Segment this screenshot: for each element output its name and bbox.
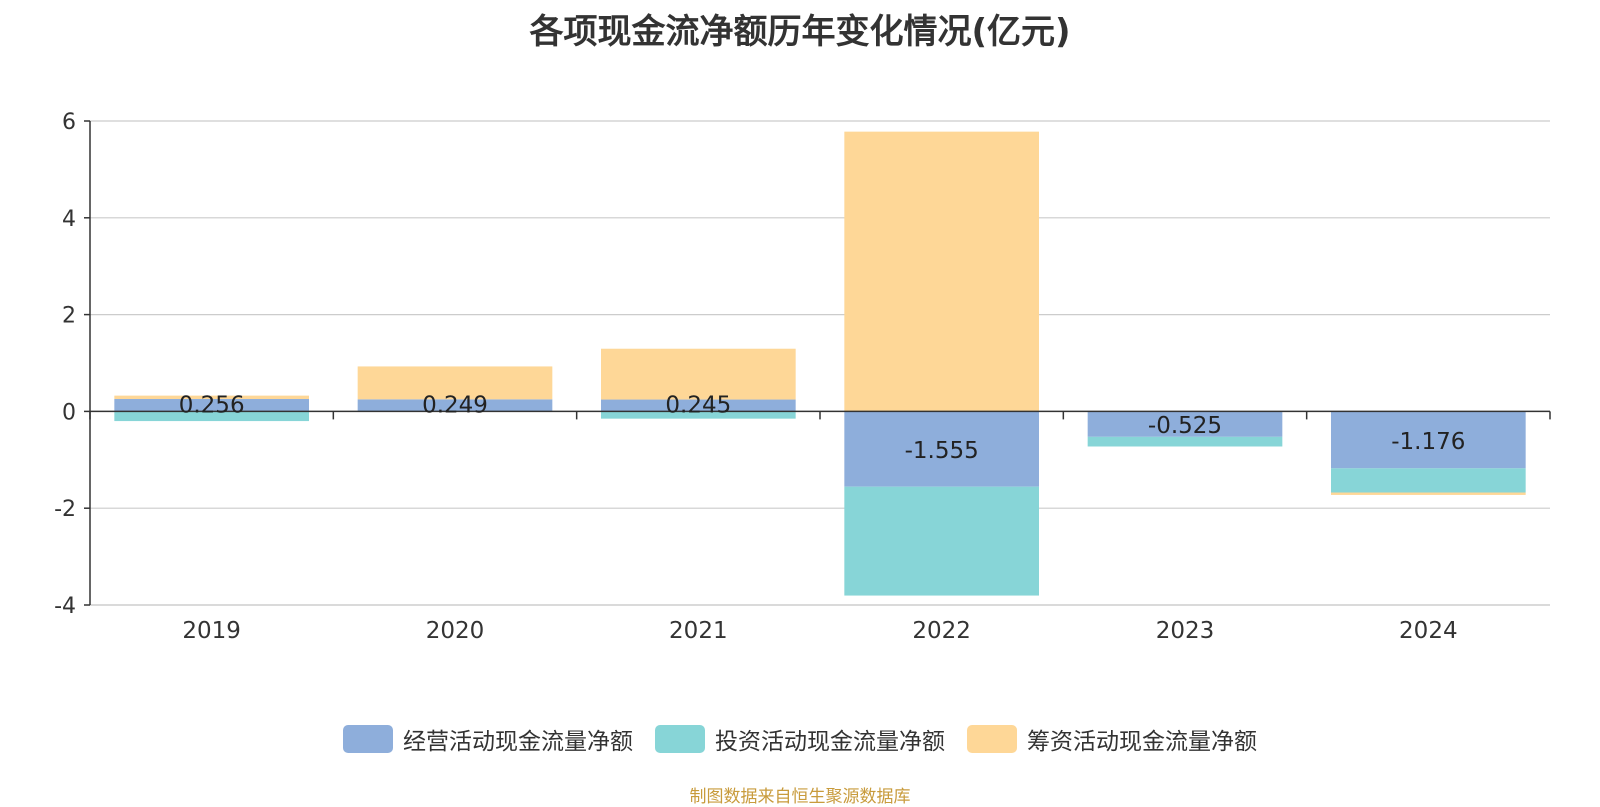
x-tick-label-2020: 2020 <box>426 618 485 644</box>
bar-2020-series-2[interactable] <box>357 366 553 400</box>
y-tick-label: 6 <box>62 110 76 135</box>
source-note: 制图数据来自恒生聚源数据库 <box>689 787 911 807</box>
data-label-2020: 0.249 <box>422 392 488 418</box>
bar-2021-series-0[interactable] <box>601 399 796 412</box>
axes: 6 4 2 0 -2 -4 2019 2020 2021 2022 2023 2024 <box>54 110 1551 644</box>
data-label-2022: -1.555 <box>905 438 979 464</box>
x-tick-label-2021: 2021 <box>669 618 728 644</box>
legend-swatch-investing <box>655 725 705 753</box>
data-label-2021: 0.245 <box>665 392 731 418</box>
legend-item-investing[interactable]: 投资活动现金流量净额 <box>655 722 945 756</box>
bar-2023-series-1[interactable] <box>1087 436 1283 447</box>
bar-2024-series-0[interactable] <box>1331 411 1526 469</box>
data-labels: 0.256 0.249 0.245 -1.555 -0.525 -1.176 <box>179 392 1466 464</box>
legend-label-operating: 经营活动现金流量净额 <box>403 729 633 755</box>
legend-item-operating[interactable]: 经营活动现金流量净额 <box>343 722 633 756</box>
data-label-2024: -1.176 <box>1391 429 1465 455</box>
y-tick-label: 0 <box>62 400 76 425</box>
legend-swatch-operating <box>343 725 393 753</box>
x-tick-label-2022: 2022 <box>912 618 971 644</box>
bar-2021-series-2[interactable] <box>601 348 796 400</box>
bar-2024-series-1[interactable] <box>1331 468 1526 493</box>
y-tick-label: -4 <box>54 594 76 619</box>
bar-2021-series-1[interactable] <box>601 411 796 419</box>
bar-2022-series-2[interactable] <box>844 131 1039 412</box>
bar-2023-series-0[interactable] <box>1087 411 1283 437</box>
bar-2022-series-1[interactable] <box>844 486 1039 596</box>
y-tick-label: 2 <box>62 304 76 329</box>
data-label-2023: -0.525 <box>1148 413 1222 439</box>
bar-2019-series-2[interactable] <box>114 395 309 400</box>
bar-2019-series-0[interactable] <box>114 399 309 412</box>
legend-label-financing: 筹资活动现金流量净额 <box>1027 729 1257 755</box>
legend-label-investing: 投资活动现金流量净额 <box>715 729 945 755</box>
bar-2022-series-0[interactable] <box>844 411 1039 487</box>
bar-2024-series-2[interactable] <box>1331 492 1526 495</box>
bar-2019-series-1[interactable] <box>114 411 309 422</box>
bar-2020-series-0[interactable] <box>357 399 553 412</box>
legend-item-financing[interactable]: 筹资活动现金流量净额 <box>967 722 1257 756</box>
data-label-2019: 0.256 <box>179 392 245 418</box>
x-tick-label-2023: 2023 <box>1156 618 1215 644</box>
y-tick-label: 4 <box>62 207 76 232</box>
gridlines <box>90 120 1550 606</box>
x-tick-label-2024: 2024 <box>1399 618 1458 644</box>
legend: 经营活动现金流量净额 投资活动现金流量净额 筹资活动现金流量净额 <box>0 722 1600 756</box>
x-tick-label-2019: 2019 <box>182 618 241 644</box>
chart-title: 各项现金流净额历年变化情况(亿元) <box>529 12 1071 52</box>
y-tick-label: -2 <box>54 497 76 522</box>
legend-swatch-financing <box>967 725 1017 753</box>
bars <box>114 131 1526 596</box>
